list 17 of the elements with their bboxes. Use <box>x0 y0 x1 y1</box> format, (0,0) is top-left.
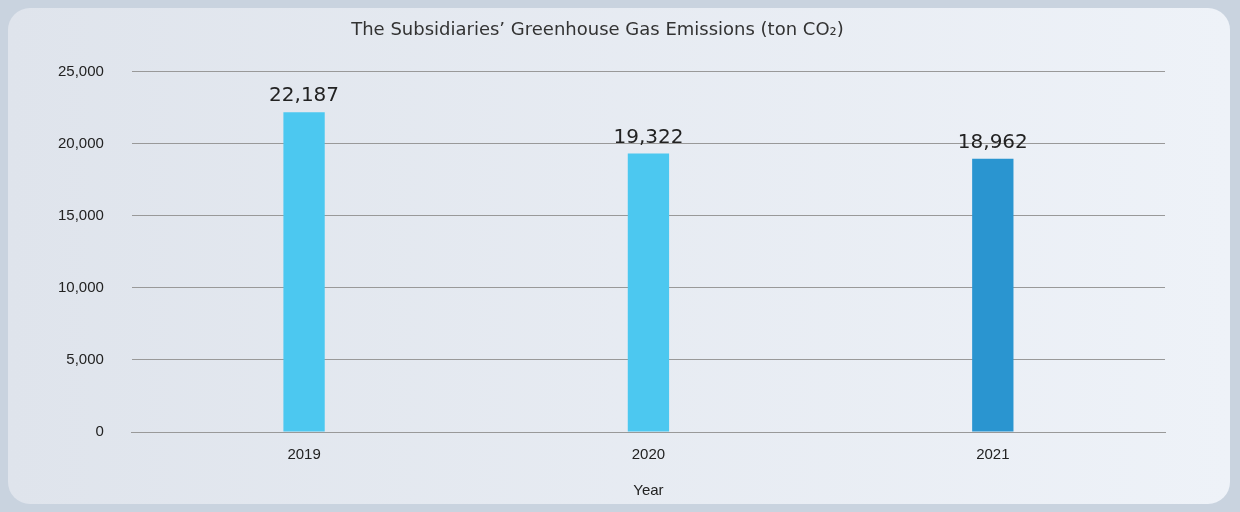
bar <box>627 153 670 432</box>
y-tick-label: 5,000 <box>66 350 104 368</box>
y-tick-label: 25,000 <box>57 61 104 79</box>
chart-title: The Subsidiaries’ Greenhouse Gas Emissions (ton CO₂) <box>350 18 844 40</box>
y-tick-label: 15,000 <box>57 205 104 223</box>
y-tick-label: 20,000 <box>57 133 104 151</box>
bar <box>283 112 325 432</box>
x-axis-title: Year <box>633 481 664 499</box>
data-label: 22,187 <box>269 82 340 107</box>
y-tick-label: 0 <box>95 422 104 440</box>
data-label: 19,322 <box>613 123 684 148</box>
x-tick-label: 2021 <box>976 445 1010 463</box>
bar <box>972 158 1014 432</box>
data-label: 18,962 <box>957 128 1028 153</box>
x-tick-label: 2019 <box>287 445 321 463</box>
x-tick-label: 2020 <box>631 445 666 463</box>
y-tick-label: 10,000 <box>57 277 104 295</box>
